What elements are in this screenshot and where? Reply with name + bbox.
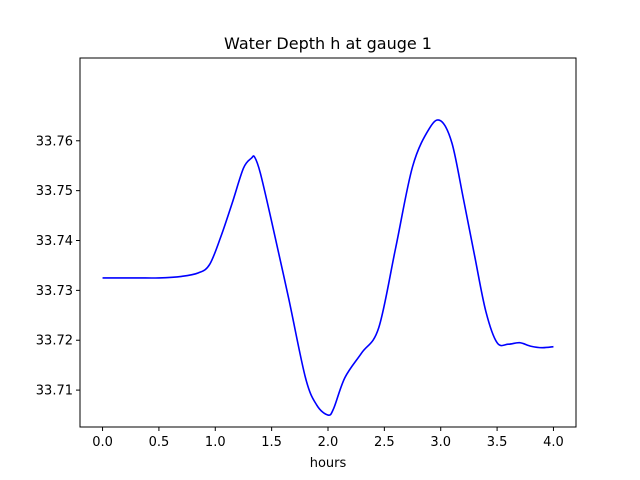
- x-tick-label: 4.0: [543, 435, 564, 450]
- x-tick-label: 0.5: [149, 435, 170, 450]
- x-tick-label: 0.0: [92, 435, 113, 450]
- x-tick-label: 2.5: [374, 435, 395, 450]
- y-tick-label: 33.71: [36, 384, 73, 399]
- chart-title: Water Depth h at gauge 1: [224, 34, 432, 53]
- x-tick-label: 1.0: [205, 435, 226, 450]
- series-layer: [102, 119, 554, 416]
- x-tick-label: 3.5: [487, 435, 508, 450]
- x-axis: 0.0 0.5 1.0 1.5 2.0 2.5 3.0 3.5 4.0: [92, 427, 564, 450]
- y-tick-label: 33.76: [36, 134, 73, 149]
- x-tick-label: 1.5: [261, 435, 282, 450]
- x-tick-label: 3.0: [430, 435, 451, 450]
- series-line-1: [102, 119, 554, 416]
- x-tick-label: 2.0: [318, 435, 339, 450]
- plot-area: 0.0 0.5 1.0 1.5 2.0 2.5 3.0 3.5 4.0 33.7133.7233…: [36, 57, 577, 450]
- y-axis: 33.71 33.72 33.73 33.74 33.75 33.76: [36, 134, 80, 399]
- y-tick-label: 33.73: [36, 284, 73, 299]
- y-tick-label: 33.74: [36, 234, 73, 249]
- y-tick-label: 33.75: [36, 184, 73, 199]
- x-axis-label: hours: [310, 456, 347, 471]
- y-tick-label: 33.72: [36, 334, 73, 349]
